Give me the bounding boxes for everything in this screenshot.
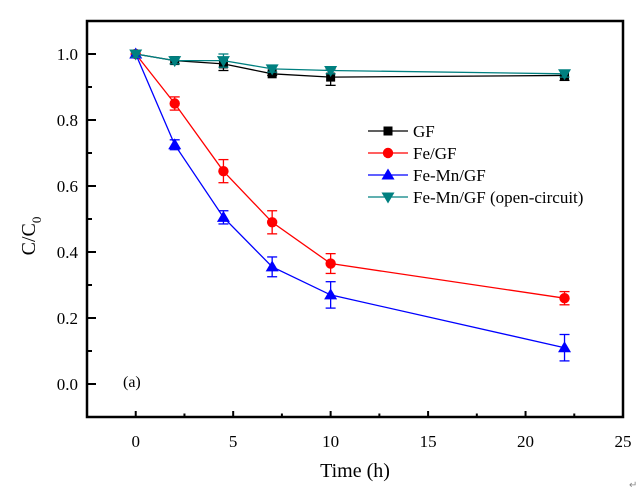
legend-label: GF: [413, 122, 435, 141]
data-point: [559, 293, 570, 304]
data-point: [218, 165, 229, 177]
legend: GF Fe/GF Fe-Mn/GF Fe-Mn/GF (open-circuit): [368, 122, 583, 207]
data-point: [324, 288, 338, 300]
series-line: [135, 53, 565, 349]
data-point: [129, 49, 143, 61]
y-tick-label: 0.6: [57, 177, 78, 196]
y-axis-label-main: C/C: [18, 223, 40, 255]
legend-item: Fe-Mn/GF: [368, 166, 486, 185]
data-point: [558, 341, 572, 353]
series-fe-mn-gf-open-circuit: [129, 49, 572, 81]
x-tick-label: 0: [131, 432, 140, 451]
data-point: [169, 98, 180, 109]
plot-frame: [85, 19, 625, 419]
svg-text:C/C0: C/C0: [18, 217, 44, 256]
x-tick-label: 20: [517, 432, 534, 451]
plot-area: [129, 47, 572, 362]
x-axis-label: Time (h): [320, 460, 390, 482]
data-point: [265, 64, 279, 76]
data-point: [216, 56, 230, 68]
series-line: [135, 53, 565, 299]
data-point: [558, 69, 572, 81]
series-gf: [130, 49, 570, 86]
data-point: [326, 72, 336, 82]
legend-marker: [381, 168, 395, 180]
legend-item: GF: [368, 122, 435, 141]
legend-marker: [382, 147, 394, 159]
data-point: [325, 258, 336, 269]
legend-item: Fe/GF: [368, 144, 456, 163]
panel-label: (a): [123, 374, 141, 391]
return-mark-icon: ↵: [629, 480, 637, 491]
y-axis-label-subscript: 0: [29, 217, 44, 224]
legend-item: Fe-Mn/GF (open-circuit): [368, 188, 583, 207]
y-tick-label: 0.0: [57, 375, 78, 394]
x-tick-label: 15: [420, 432, 437, 451]
legend-label: Fe-Mn/GF (open-circuit): [413, 188, 583, 207]
x-tick-label: 25: [615, 432, 632, 451]
legend-marker: [381, 192, 395, 204]
data-point: [266, 217, 278, 228]
y-axis-label: C/C0: [18, 217, 44, 256]
y-tick-label: 1.0: [57, 45, 78, 64]
data-point: [168, 138, 182, 150]
y-tick-label: 0.2: [57, 309, 78, 328]
data-point: [168, 56, 182, 68]
y-tick-label: 0.8: [57, 111, 78, 130]
series-line: [135, 53, 565, 78]
legend-label: Fe-Mn/GF: [413, 166, 486, 185]
axes: 0 5 10 15 20 25 0.0 0.2 0.4 0.6 0.8 1.0: [57, 19, 632, 451]
legend-label: Fe/GF: [413, 144, 456, 163]
x-tick-label: 5: [229, 432, 238, 451]
data-point: [216, 210, 230, 222]
x-tick-label: 10: [322, 432, 339, 451]
legend-marker: [383, 126, 393, 136]
data-point: [324, 66, 338, 77]
y-tick-label: 0.4: [57, 243, 79, 262]
series-line: [135, 53, 565, 75]
data-point: [265, 260, 279, 272]
series-fe-mn-gf: [129, 47, 572, 362]
